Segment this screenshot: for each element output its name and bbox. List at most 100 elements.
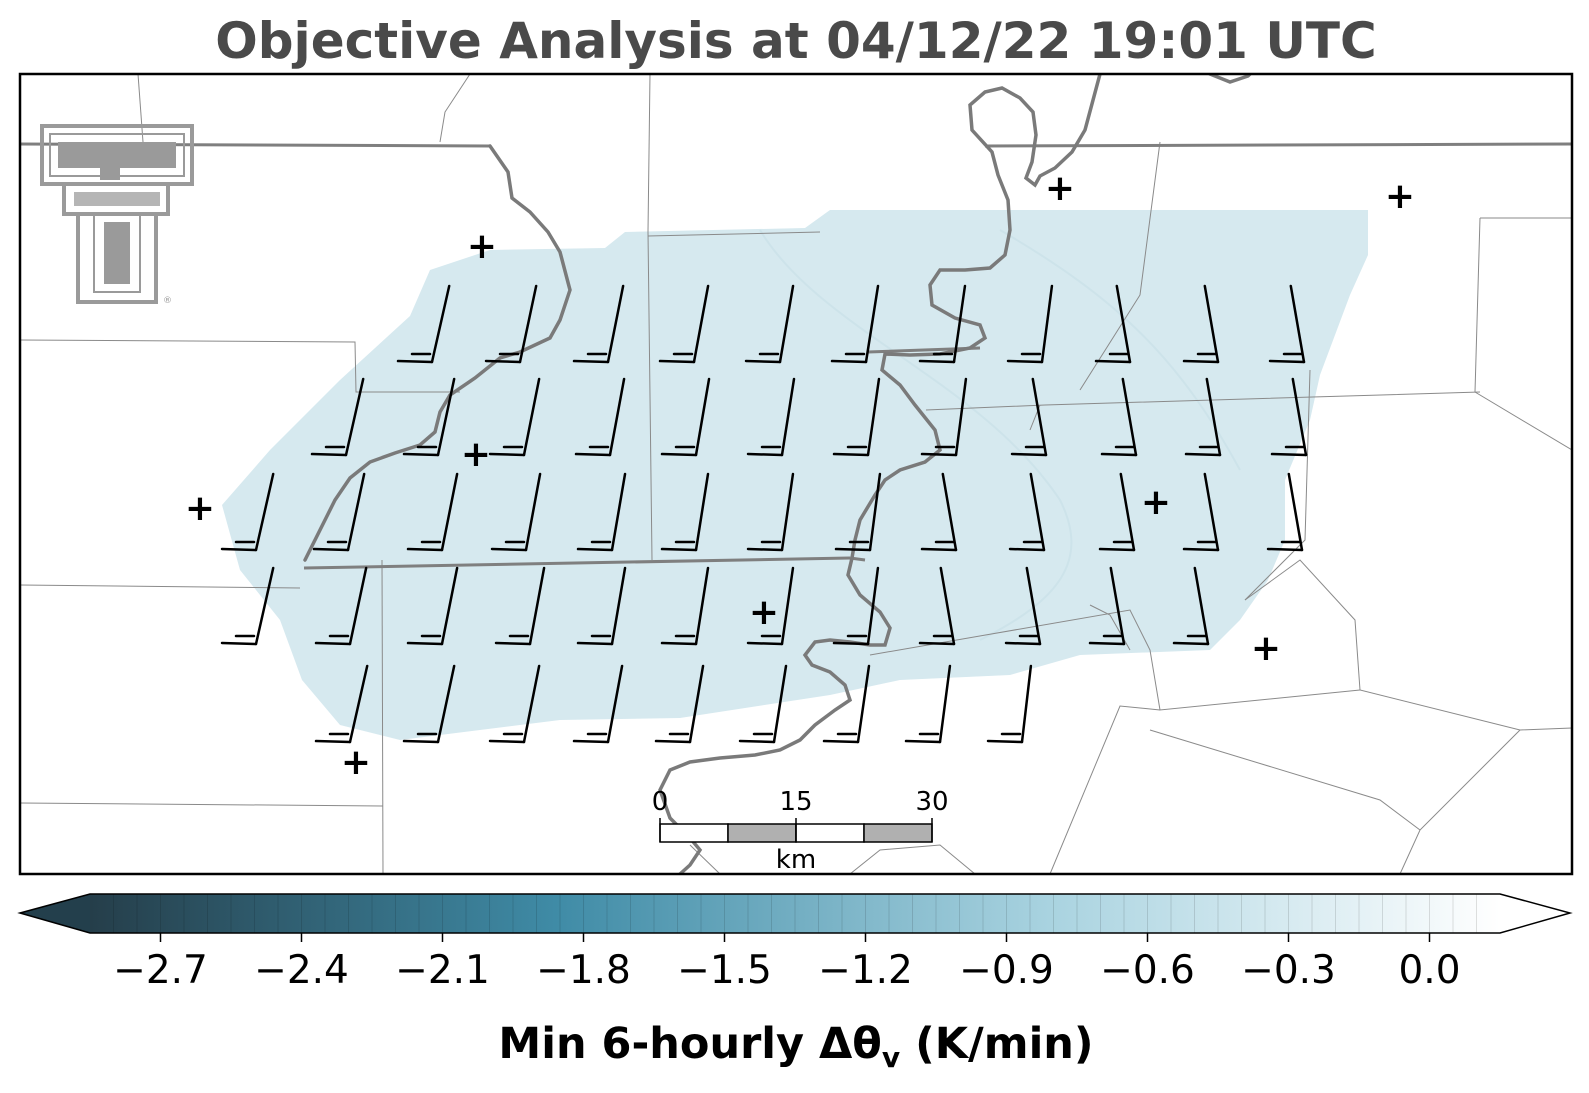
wind-barb [396,284,451,364]
station-marker: + [185,488,215,529]
wind-barb [1182,284,1220,364]
station-marker: + [1251,628,1281,669]
wind-barb [220,566,275,646]
analysis-shaded-field [222,210,1368,740]
wind-barb [1270,377,1308,457]
wind-barb [576,472,627,552]
map-frame [18,72,1574,876]
wind-barb [1184,377,1222,457]
wind-barb [658,284,710,364]
wind-barb [986,664,1033,744]
wind-barb [744,284,795,364]
wind-barb [1268,284,1306,364]
colorbar-label-subscript: v [882,1041,900,1074]
analysis-contour-inner [759,229,1073,641]
colorbar-tick-label: −0.3 [1241,948,1336,993]
colorbar-tick-label: −1.2 [818,948,913,993]
wind-barb [1182,472,1220,552]
scalebar-label-0: 0 [652,787,669,817]
wind-barb [830,284,880,364]
wind-barb [746,566,795,646]
wind-barb [572,664,624,744]
scale-bar: 0 15 30 km [652,787,949,875]
wind-barb [490,472,542,552]
wind-barb [1088,566,1126,646]
wind-barb [746,472,795,552]
map-panel: + + + + + + + + + ® 0 15 30 km [20,74,1572,875]
colorbar-tick-label: −0.9 [959,948,1054,993]
wind-barb [738,664,788,744]
wind-barb [1010,377,1048,457]
station-marker: + [1045,168,1075,209]
colorbar-tick-label: −1.5 [677,948,772,993]
colorbar: −2.7 −2.4 −2.1 −1.8 −1.5 −1.2 −0.9 −0.6 −0.3 0.0 … [17,893,1573,1074]
wind-barb [822,664,871,744]
colorbar-ticks: −2.7 −2.4 −2.1 −1.8 −1.5 −1.2 −0.9 −0.6 −0.3 0.0 [113,933,1461,993]
wind-barb [314,664,369,744]
wind-barb [1006,284,1054,364]
colorbar-label-main: Min 6-hourly Δθ [498,1019,881,1069]
colorbar-tick-label: −2.7 [113,948,208,993]
wind-barb [574,377,626,457]
wind-barb [1004,566,1042,646]
colorbar-extend-low [20,894,90,933]
colorbar-tick-label: −2.4 [254,948,349,993]
wind-barb [484,284,538,364]
station-marker: + [749,592,779,633]
wind-barb [660,472,710,552]
scalebar-label-30: 30 [915,787,948,817]
county-boundaries [20,74,1572,874]
colorbar-tick-label: −1.8 [536,948,631,993]
colorbar-tick-label: −0.6 [1100,948,1195,993]
scalebar-unit: km [776,845,816,875]
colorbar-tick-label: 0.0 [1398,948,1460,993]
wind-barb [832,566,880,646]
wind-barb [488,664,541,744]
station-markers-layer: + + + + + + + + + [185,168,1415,783]
station-marker: + [1385,176,1415,217]
colorbar-separators [113,894,1477,933]
wind-barb [1172,566,1210,646]
wind-barb [310,377,365,457]
station-marker: + [467,226,497,267]
wind-barb [1094,284,1132,364]
wind-barb [402,377,456,457]
colorbar-outline [17,893,1573,934]
wind-barb [312,472,366,552]
colorbar-body [90,894,1500,933]
logo-registered-mark: ® [163,296,172,306]
wind-barb [660,566,710,646]
wind-barb [1098,472,1136,552]
wind-barb [920,377,968,457]
wind-barb [1266,472,1304,552]
wind-barb [918,566,956,646]
wind-barb [918,284,967,364]
wind-barb [576,566,627,646]
wind-barb [660,377,711,457]
scalebar-label-15: 15 [779,787,812,817]
wind-barb [406,472,459,552]
wind-barb [904,664,952,744]
colorbar-tick-label: −2.1 [395,948,490,993]
station-marker: + [461,434,491,475]
wind-barb [314,566,368,646]
wind-barb [488,377,541,457]
station-marker: + [1141,482,1171,523]
wind-barb [572,284,625,364]
texas-tech-double-t-logo: ® [40,124,194,306]
colorbar-label-unit: (K/min) [900,1019,1093,1069]
wind-barb [402,664,456,744]
colorbar-extend-high [1500,894,1570,933]
wind-barb [654,664,705,744]
wind-barb [832,377,881,457]
colorbar-label: Min 6-hourly Δθv (K/min) [498,1019,1093,1074]
wind-barb [746,377,796,457]
wind-barb [1008,472,1046,552]
wind-barb [406,566,459,646]
wind-barbs-layer [220,284,1308,744]
station-marker: + [341,742,371,783]
wind-barb [834,472,882,552]
wind-barb [494,566,546,646]
wind-barb [220,472,275,552]
